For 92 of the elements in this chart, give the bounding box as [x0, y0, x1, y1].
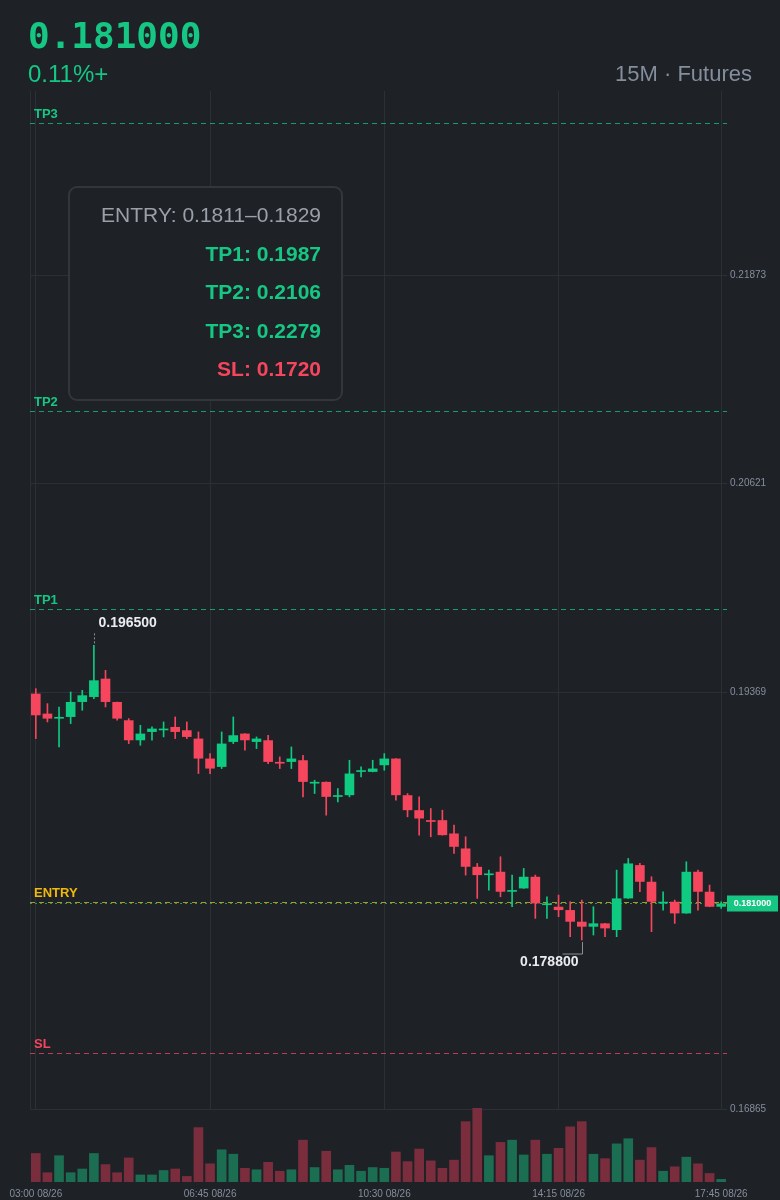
- bar: [309, 1167, 320, 1182]
- bar: [484, 1155, 494, 1182]
- bar: [542, 1153, 552, 1182]
- bar: [565, 1126, 575, 1182]
- annotation: TP1: 0.1987: [204, 240, 321, 267]
- y-tick-label: 0.19369: [730, 685, 767, 697]
- x-tick-label: 06:45 08/26: [183, 1187, 237, 1199]
- bar: [65, 1172, 76, 1182]
- bar: [391, 1151, 401, 1182]
- y-tick-label: 0.20621: [730, 477, 767, 489]
- bar: [530, 1139, 541, 1182]
- bar: [193, 1127, 204, 1182]
- chart-title: 0.181000: [28, 14, 202, 58]
- bar: [669, 1166, 680, 1182]
- bar: [251, 1169, 262, 1182]
- x-tick-label: 14:15 08/26: [532, 1187, 586, 1199]
- candlestick: [576, 899, 587, 941]
- candlestick: [147, 726, 157, 741]
- ref-line-label: TP1: [34, 592, 58, 608]
- bar: [414, 1148, 424, 1182]
- bar: [147, 1174, 157, 1182]
- annotation: 0.178800: [520, 952, 579, 969]
- bar: [356, 1170, 366, 1182]
- annotation: TP3: 0.2279: [204, 317, 321, 344]
- bar: [716, 1179, 727, 1182]
- candlestick: [425, 808, 436, 838]
- candlestick: [274, 756, 285, 769]
- bar: [298, 1139, 308, 1182]
- bar: [216, 1149, 227, 1182]
- ref-line-label: ENTRY: [34, 885, 78, 901]
- x-tick-label: 10:30 08/26: [357, 1187, 412, 1199]
- candlestick: [170, 716, 181, 739]
- bar: [274, 1170, 285, 1182]
- bar: [704, 1173, 715, 1182]
- bar: [518, 1154, 529, 1182]
- candlestick: [484, 869, 494, 891]
- annotation: ENTRY: 0.1811–0.1829: [100, 202, 321, 228]
- bar: [77, 1168, 88, 1182]
- bar: [321, 1150, 332, 1182]
- ref-line-label: 0.181000: [733, 898, 772, 909]
- chart-subtitle: 0.11%+: [28, 59, 109, 89]
- bar: [588, 1153, 599, 1182]
- x-tick-label: 17:45 08/26: [694, 1187, 749, 1199]
- bar: [286, 1169, 297, 1182]
- bar: [472, 1108, 483, 1182]
- bar: [123, 1157, 134, 1182]
- bar: [425, 1160, 436, 1182]
- bar: [333, 1169, 343, 1182]
- bar: [100, 1164, 111, 1182]
- bar: [240, 1167, 250, 1182]
- bar: [553, 1147, 564, 1182]
- ref-line-label: TP3: [34, 106, 58, 122]
- bar: [681, 1156, 692, 1182]
- x-tick-label: 03:00 08/26: [9, 1187, 63, 1199]
- bar: [437, 1167, 448, 1182]
- bar: [507, 1139, 517, 1182]
- candlestick: [333, 788, 343, 803]
- bar: [600, 1158, 610, 1182]
- ref-line-label: TP2: [34, 394, 58, 410]
- bar: [30, 1153, 41, 1182]
- bar: [42, 1172, 53, 1182]
- bar: [112, 1172, 122, 1182]
- candlestick: [472, 863, 483, 899]
- annotation: TP2: 0.2106: [204, 279, 321, 305]
- bar: [576, 1121, 587, 1182]
- bar: [263, 1162, 273, 1182]
- bar: [460, 1121, 471, 1182]
- bar: [611, 1143, 622, 1182]
- candlestick: [367, 759, 378, 773]
- bar: [623, 1138, 634, 1182]
- bar: [449, 1159, 459, 1182]
- bar: [693, 1163, 703, 1182]
- y-tick-label: 0.21873: [730, 269, 767, 281]
- candlestick: [54, 706, 64, 748]
- bar: [646, 1147, 657, 1182]
- bar: [402, 1161, 413, 1182]
- annotation: 0.196500: [98, 614, 158, 631]
- bar: [158, 1170, 169, 1182]
- bar: [170, 1168, 181, 1182]
- bar: [495, 1142, 506, 1182]
- bar: [228, 1153, 239, 1182]
- bar: [635, 1159, 645, 1182]
- bar: [658, 1170, 668, 1182]
- bar: [89, 1153, 99, 1182]
- y-tick-label: 0.16865: [730, 1102, 767, 1114]
- bar: [182, 1176, 192, 1182]
- bar: [205, 1163, 215, 1182]
- ref-line-label: SL: [34, 1036, 51, 1052]
- annotation: SL: 0.1720: [216, 356, 321, 382]
- text: 15M · Futures: [615, 60, 752, 88]
- bar: [344, 1164, 355, 1182]
- bar: [54, 1155, 64, 1182]
